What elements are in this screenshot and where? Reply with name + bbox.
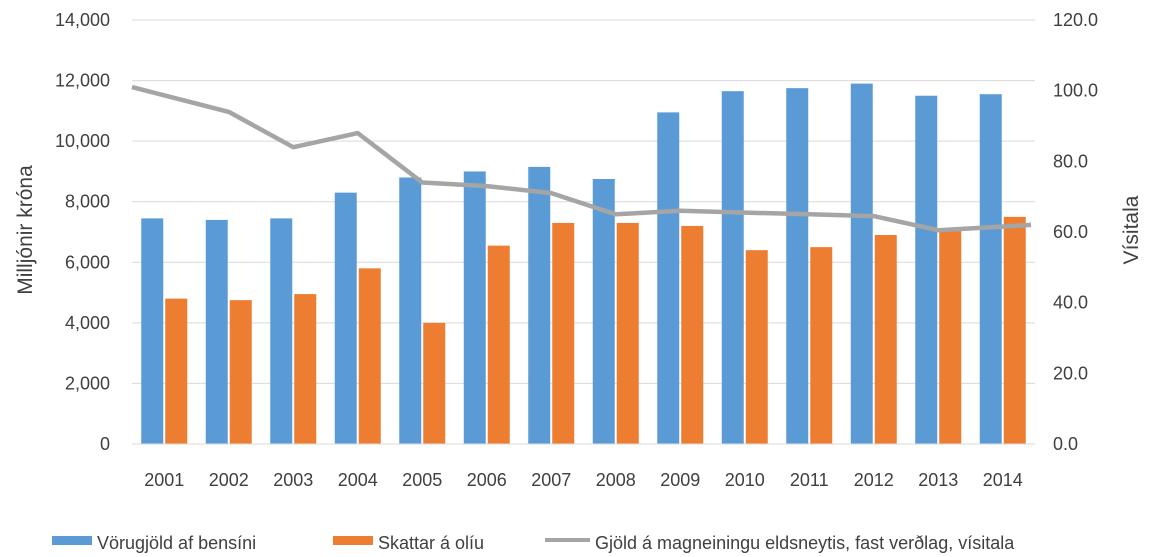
legend-label-petrol: Vörugjöld af bensíni (97, 533, 256, 553)
bar-oil (681, 225, 704, 444)
y-left-tick-label: 10,000 (55, 131, 110, 151)
x-tick-label: 2003 (273, 470, 313, 490)
bar-oil (939, 230, 962, 444)
y-left-tick-label: 8,000 (65, 192, 110, 212)
bar-petrol (334, 192, 357, 444)
bar-petrol (528, 166, 551, 444)
y-left-tick-label: 14,000 (55, 10, 110, 30)
y-left-tick-label: 12,000 (55, 71, 110, 91)
bar-petrol (657, 112, 680, 444)
bar-petrol (270, 218, 293, 444)
y-right-tick-label: 120.0 (1053, 10, 1098, 30)
bar-oil (229, 300, 252, 444)
y-right-tick-label: 60.0 (1053, 222, 1088, 242)
axes: 0 2,000 4,000 6,000 8,000 10,000 12,000 14,000 0… (55, 10, 1098, 490)
line-series (131, 84, 1032, 233)
y-right-tick-label: 80.0 (1053, 151, 1088, 171)
x-tick-label: 2004 (338, 470, 378, 490)
y-right-tick-label: 20.0 (1053, 363, 1088, 383)
x-tick-label: 2001 (144, 470, 184, 490)
bar-petrol (205, 219, 228, 444)
x-tick-label: 2011 (790, 470, 829, 490)
bar-petrol (592, 179, 615, 444)
x-tick-label: 2014 (983, 470, 1023, 490)
index-line (131, 84, 1032, 233)
legend-label-index: Gjöld á magneiningu eldsneytis, fast ver… (595, 533, 1015, 553)
bar-petrol (979, 94, 1002, 444)
x-tick-label: 2012 (854, 470, 894, 490)
bar-petrol (721, 91, 744, 445)
bar-oil (358, 268, 381, 444)
legend-swatch-oil (333, 536, 373, 545)
x-tick-label: 2010 (725, 470, 765, 490)
bar-petrol (786, 88, 809, 445)
bar-series (141, 83, 1026, 445)
y-right-tick-label: 100.0 (1053, 81, 1098, 101)
x-tick-label: 2013 (918, 470, 958, 490)
x-tick-label: 2007 (531, 470, 571, 490)
y-left-tick-label: 2,000 (65, 373, 110, 393)
y-left-tick-label: 6,000 (65, 252, 110, 272)
y-axis-left-title: Milljónir króna (14, 165, 37, 295)
y-left-tick-label: 0 (100, 434, 110, 454)
y-axis-right-title: Vísitala (1120, 195, 1143, 264)
bar-oil (1003, 216, 1026, 444)
bar-petrol (399, 177, 422, 444)
x-tick-label: 2006 (467, 470, 507, 490)
y-right-tick-label: 0.0 (1053, 434, 1078, 454)
x-tick-label: 2005 (402, 470, 442, 490)
bar-oil (874, 235, 897, 444)
bar-oil (487, 245, 510, 444)
legend: Vörugjöld af bensíni Skattar á olíu Gjöl… (52, 533, 1015, 553)
x-tick-label: 2002 (209, 470, 249, 490)
legend-label-oil: Skattar á olíu (378, 533, 484, 553)
bar-oil (810, 247, 833, 444)
y-right-tick-label: 40.0 (1053, 293, 1088, 313)
x-tick-label: 2009 (660, 470, 700, 490)
bar-oil (423, 322, 446, 444)
bar-petrol (915, 95, 938, 444)
legend-swatch-petrol (52, 536, 92, 545)
y-left-tick-label: 4,000 (65, 313, 110, 333)
bar-oil (745, 250, 768, 444)
x-tick-label: 2008 (596, 470, 636, 490)
bar-oil (616, 222, 639, 444)
bar-petrol (463, 171, 486, 444)
bar-oil (165, 298, 188, 444)
bar-petrol (141, 218, 164, 444)
bar-petrol (850, 83, 873, 444)
bar-oil (552, 222, 575, 444)
bar-oil (294, 294, 317, 444)
